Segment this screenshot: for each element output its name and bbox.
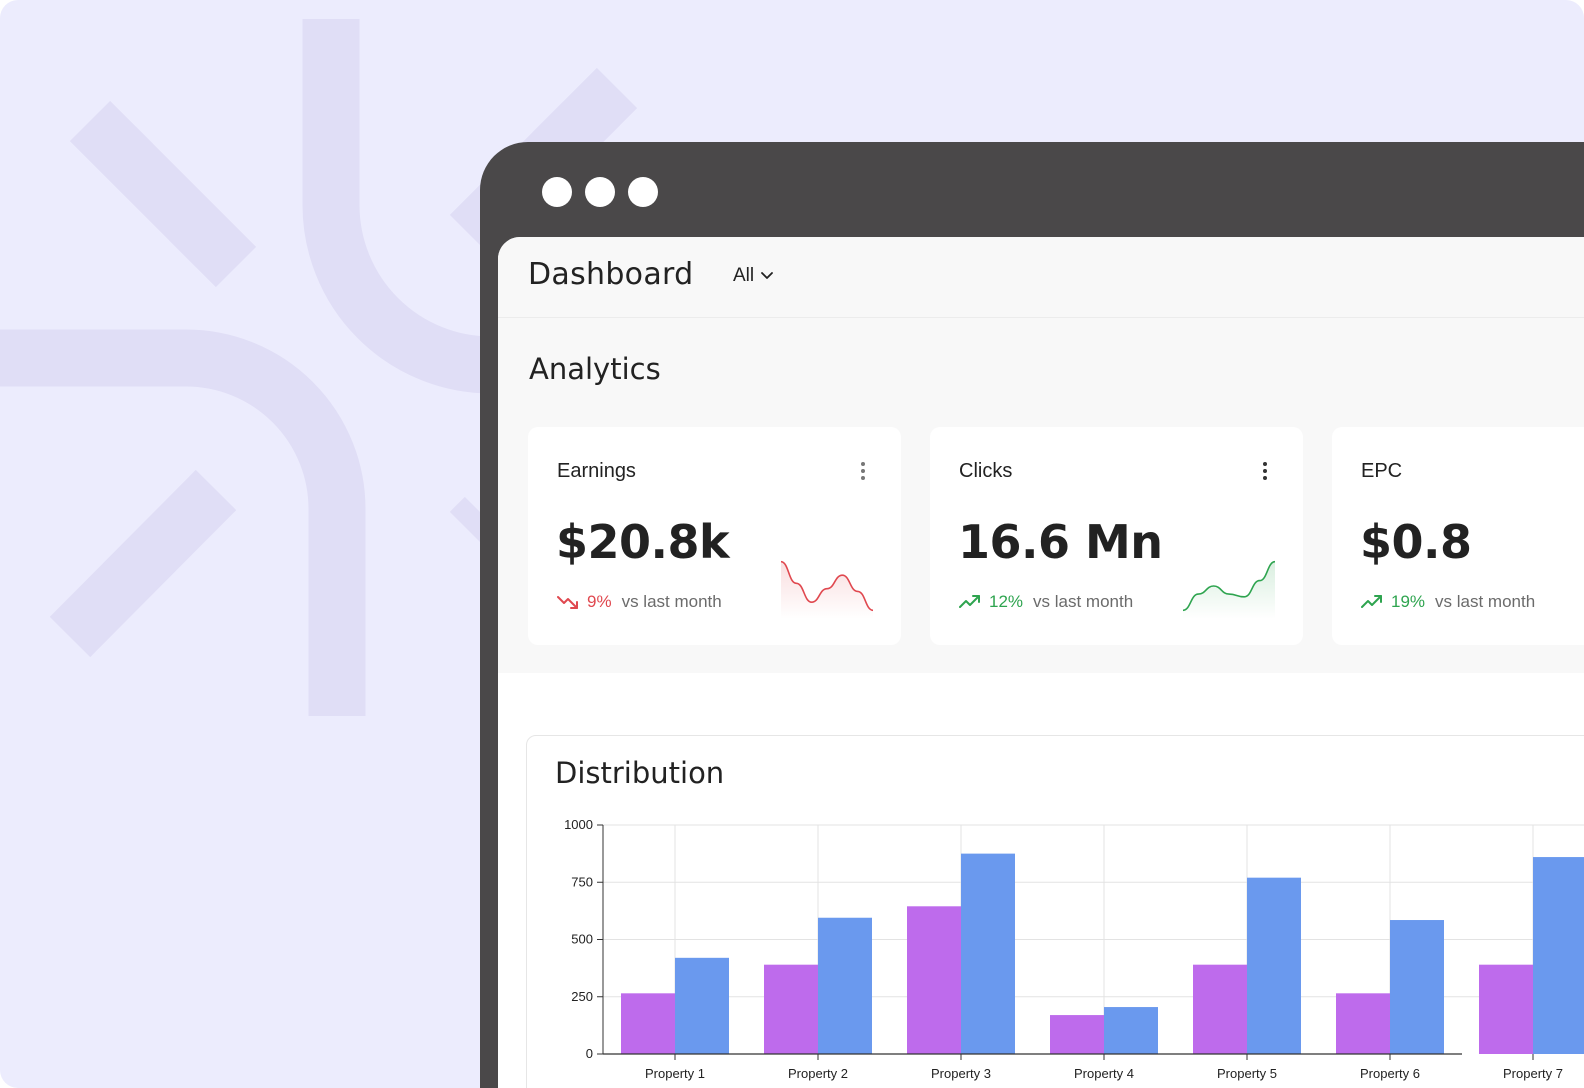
y-tick-label: 750 (571, 874, 593, 889)
bar (818, 917, 872, 1054)
change-note: vs last month (621, 592, 722, 611)
change-percent: 19% (1391, 592, 1426, 611)
window-close-button[interactable] (542, 177, 572, 207)
y-tick-label: 250 (571, 989, 593, 1004)
trend-indicator: 12% vs last month (959, 592, 1133, 612)
bar (907, 906, 961, 1054)
earnings-card: Earnings $20.8k 9% vs last month (528, 427, 901, 645)
app-window: Dashboard All Analytics Earnings $20.8k … (480, 142, 1584, 1088)
x-tick-label: Property 7 (1503, 1066, 1563, 1081)
bar (1247, 877, 1301, 1054)
trend-down-icon (557, 596, 578, 609)
analytics-section: Analytics Earnings $20.8k 9% vs last mon… (498, 318, 1584, 673)
x-tick-label: Property 5 (1217, 1066, 1277, 1081)
x-tick-label: Property 1 (645, 1066, 705, 1081)
card-label: EPC (1361, 460, 1403, 482)
epc-card: EPC $0.8 19% vs last month (1332, 427, 1584, 645)
chevron-down-icon (761, 272, 774, 279)
more-options-icon[interactable] (859, 461, 867, 481)
window-maximize-button[interactable] (628, 177, 658, 207)
top-bar: Dashboard All (498, 237, 1584, 318)
page-title: Dashboard (528, 257, 694, 292)
more-options-icon[interactable] (1261, 461, 1269, 481)
filter-label: All (733, 265, 755, 286)
analytics-title: Analytics (529, 352, 661, 386)
distribution-card: 0 250 500 750 1000 Property 1 Property 2 Proper… (526, 735, 1584, 1088)
bar (961, 853, 1015, 1054)
trend-up-icon (1361, 595, 1382, 608)
window-minimize-button[interactable] (585, 177, 615, 207)
sparkline-line (780, 560, 874, 612)
bar (675, 957, 729, 1054)
card-label: Clicks (959, 460, 1013, 482)
trend-up-icon (959, 595, 980, 608)
change-percent: 12% (989, 592, 1024, 611)
sparkline-chart (1182, 560, 1276, 619)
trend-indicator: 9% vs last month (557, 592, 722, 612)
card-value: 16.6 Mn (958, 515, 1163, 569)
x-tick-label: Property 3 (931, 1066, 991, 1081)
y-tick-label: 1000 (564, 817, 593, 832)
distribution-bar-chart: 0 250 500 750 1000 Property 1 Property 2 Proper… (564, 817, 1584, 1081)
bar (1336, 993, 1390, 1054)
x-tick-label: Property 4 (1074, 1066, 1134, 1081)
bar (1533, 857, 1584, 1054)
change-note: vs last month (1033, 592, 1134, 611)
y-tick-label: 500 (571, 932, 593, 947)
bar (1104, 1007, 1158, 1054)
card-value: $0.8 (1360, 515, 1472, 569)
sparkline-chart (780, 560, 874, 619)
sparkline-area (1183, 561, 1275, 619)
distribution-title: Distribution (555, 756, 725, 790)
app-content: Dashboard All Analytics Earnings $20.8k … (498, 237, 1584, 1088)
x-tick-label: Property 6 (1360, 1066, 1420, 1081)
bar (1479, 964, 1533, 1054)
sparkline-area (781, 561, 873, 619)
change-percent: 9% (587, 592, 612, 611)
x-tick-label: Property 2 (788, 1066, 848, 1081)
filter-dropdown[interactable]: All (733, 265, 774, 287)
bar (1050, 1015, 1104, 1054)
bar (1390, 920, 1444, 1054)
bar (1193, 964, 1247, 1054)
clicks-card: Clicks 16.6 Mn 12% vs last month (930, 427, 1303, 645)
bar (764, 964, 818, 1054)
card-label: Earnings (557, 460, 636, 482)
change-note: vs last month (1435, 592, 1536, 611)
card-value: $20.8k (556, 515, 730, 569)
sparkline-line (1182, 560, 1276, 612)
bar (621, 993, 675, 1054)
y-tick-label: 0 (586, 1046, 593, 1061)
trend-indicator: 19% vs last month (1361, 592, 1535, 612)
